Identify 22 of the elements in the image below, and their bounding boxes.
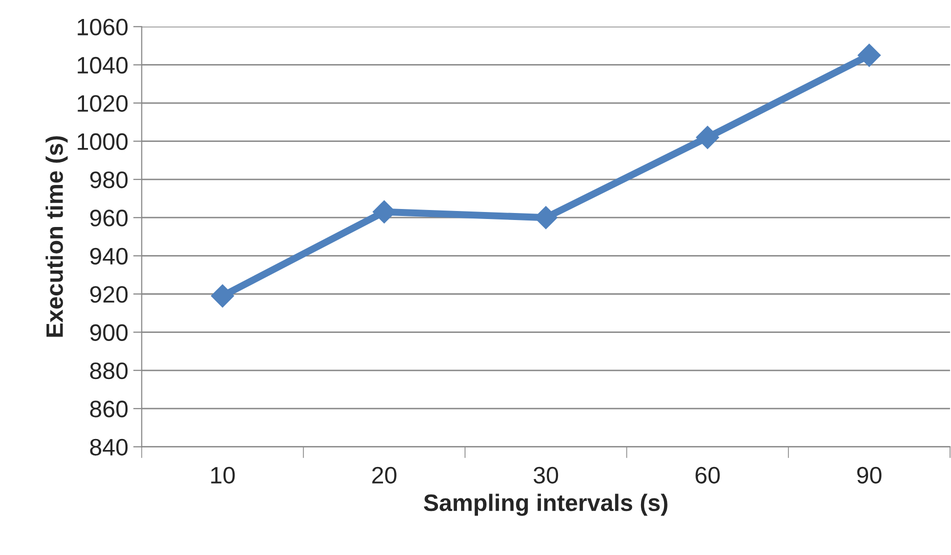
x-tick-label: 90	[857, 466, 882, 484]
x-axis-title: Sampling intervals (s)	[424, 494, 668, 516]
y-tick-label: 860	[90, 400, 128, 418]
x-tick-label: 60	[696, 466, 720, 484]
x-tick-label: 10	[211, 466, 235, 484]
x-tick-label: 30	[534, 466, 558, 484]
y-tick-label: 1000	[78, 133, 128, 150]
y-tick-label: 960	[90, 210, 128, 226]
y-tick-label: 920	[90, 286, 128, 303]
y-tick-label: 1020	[78, 95, 128, 112]
point	[211, 284, 234, 308]
y-tick-label: 840	[90, 438, 128, 456]
x-tick-label: 20	[372, 466, 396, 484]
y-tick-label: 980	[90, 171, 128, 188]
point	[696, 126, 720, 149]
y-tick-label: 880	[90, 362, 128, 380]
point	[858, 44, 881, 67]
y-tick-label: 1060	[78, 18, 128, 36]
y-tick-label: 940	[90, 248, 128, 265]
y-axis-title: Execution time (s)	[46, 136, 68, 337]
y-tick-label: 900	[90, 324, 128, 341]
y-tick-label: 1040	[78, 56, 128, 74]
